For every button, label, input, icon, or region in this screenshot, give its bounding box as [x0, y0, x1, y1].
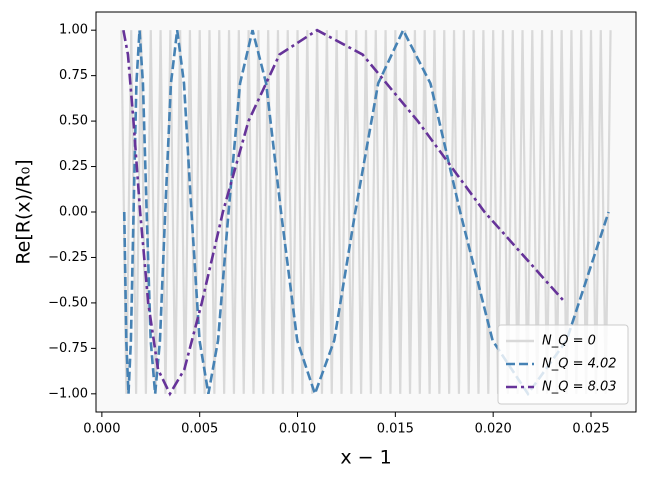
y-tick-label: −0.25	[48, 250, 88, 265]
legend-label: N_Q = 4.02	[542, 357, 617, 372]
x-tick-label: 0.020	[475, 422, 512, 437]
x-tick-label: 0.025	[572, 422, 609, 437]
legend-box	[497, 324, 629, 405]
plot-frame	[95, 11, 637, 413]
y-tick-label: 0.25	[59, 159, 88, 174]
line	[120, 30, 612, 394]
line	[122, 28, 567, 397]
y-tick-label: 0.00	[59, 205, 88, 220]
y-tick-label: 0.75	[59, 68, 88, 83]
y-tick-label: −0.75	[48, 341, 88, 356]
line	[122, 27, 610, 398]
x-tick-label: 0.000	[83, 422, 120, 437]
x-axis-label: x − 1	[340, 447, 391, 469]
x-tick-label: 0.015	[377, 422, 414, 437]
legend-label: N_Q = 0	[542, 334, 596, 349]
y-tick-label: −0.50	[48, 295, 88, 310]
x-tick-label: 0.005	[181, 422, 218, 437]
legend-label: N_Q = 8.03	[542, 380, 617, 395]
x-tick-label: 0.010	[279, 422, 316, 437]
legend: N_Q = 0 N_Q = 4.02 N_Q = 8.03	[497, 324, 629, 405]
y-tick-label: 0.50	[59, 114, 88, 129]
y-tick-label: −1.00	[48, 386, 88, 401]
y-axis-label: Re[R(x)/R₀]	[13, 159, 35, 264]
y-tick-label: 1.00	[59, 23, 88, 38]
